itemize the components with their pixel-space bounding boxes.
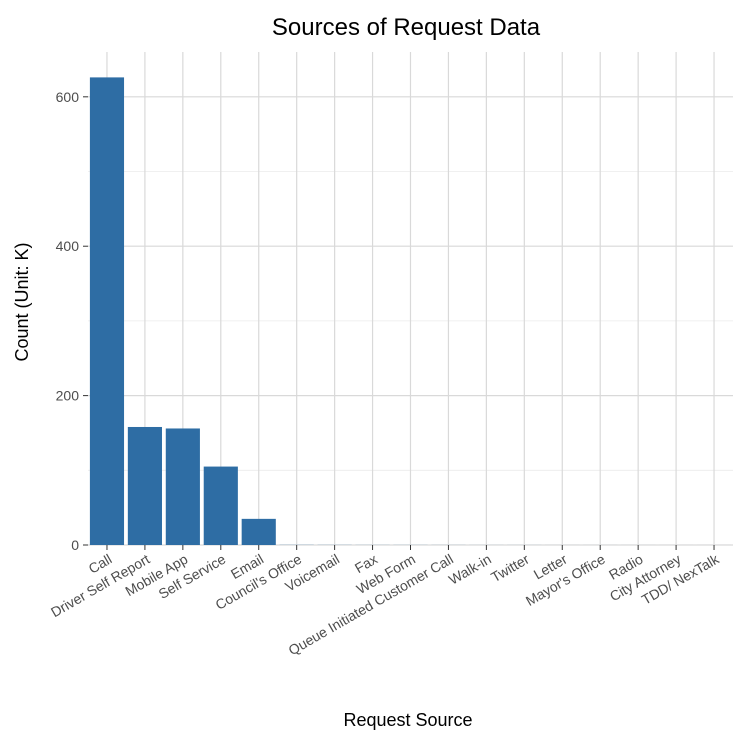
bar bbox=[203, 466, 238, 545]
y-axis: 0 200 400 600 bbox=[56, 89, 88, 553]
bar bbox=[127, 426, 162, 545]
bar bbox=[89, 77, 125, 545]
y-axis-title: Count (Unit: K) bbox=[12, 242, 32, 361]
bars bbox=[89, 77, 732, 545]
chart-title: Sources of Request Data bbox=[272, 14, 541, 41]
x-tick-label: Walk-in bbox=[446, 551, 494, 588]
x-tick-label: Twitter bbox=[488, 551, 532, 586]
y-tick-label: 200 bbox=[56, 388, 80, 404]
bar bbox=[241, 518, 276, 545]
y-tick-label: 600 bbox=[56, 89, 80, 105]
grid-lines bbox=[88, 52, 733, 546]
bar bbox=[165, 428, 200, 545]
x-axis-title: Request Source bbox=[343, 710, 472, 730]
y-tick-label: 0 bbox=[71, 537, 79, 553]
y-tick-label: 400 bbox=[56, 238, 80, 254]
